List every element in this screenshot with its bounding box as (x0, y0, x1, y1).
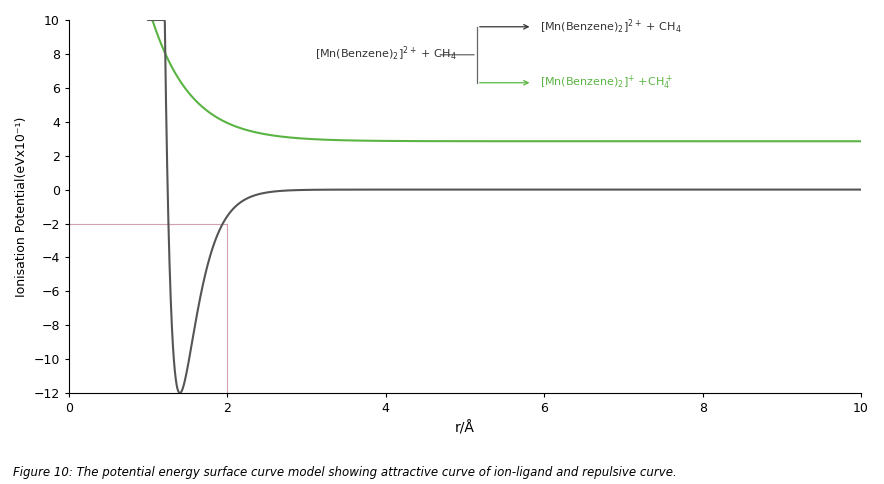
Y-axis label: Ionisation Potential(eVx10⁻¹): Ionisation Potential(eVx10⁻¹) (15, 116, 28, 297)
X-axis label: r/Å: r/Å (455, 421, 475, 435)
Text: $\mathsf{[Mn(Benzene)_2]^{2+}}$ + CH$_4$: $\mathsf{[Mn(Benzene)_2]^{2+}}$ + CH$_4$ (540, 17, 682, 36)
Text: Figure 10: The potential energy surface curve model showing attractive curve of : Figure 10: The potential energy surface … (13, 466, 677, 479)
Text: $\mathsf{[Mn(Benzene)_2]^{2+}}$ + CH$_4$: $\mathsf{[Mn(Benzene)_2]^{2+}}$ + CH$_4$ (315, 45, 456, 63)
Text: $\mathsf{[Mn(Benzene)_2]^{+}}$ +CH$_4^+$: $\mathsf{[Mn(Benzene)_2]^{+}}$ +CH$_4^+$ (540, 74, 673, 92)
